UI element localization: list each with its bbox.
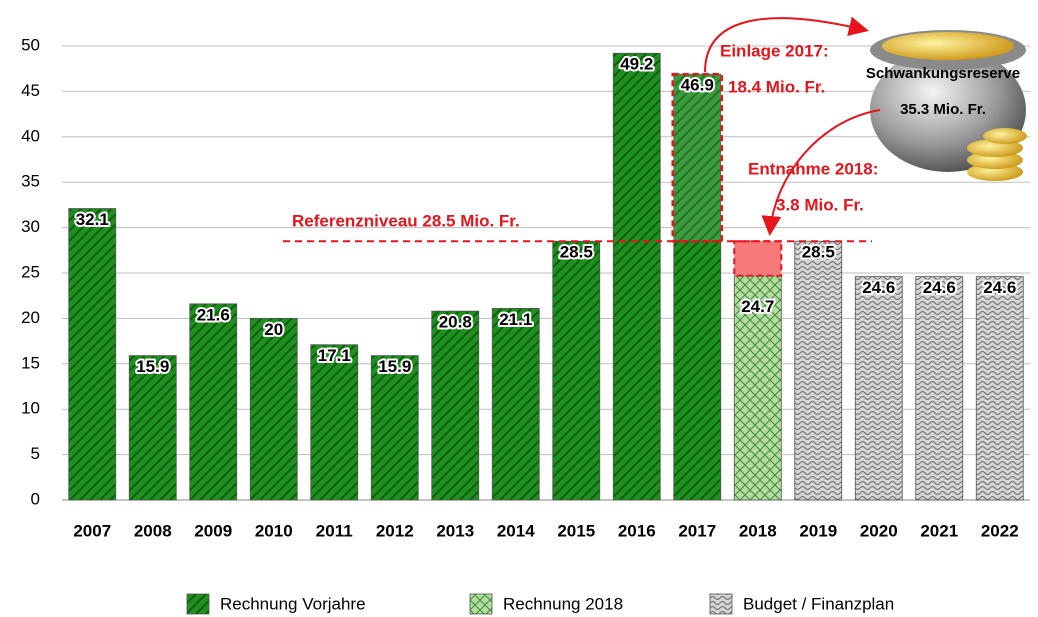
data-label: 28.5 xyxy=(560,243,593,262)
y-tick-label: 40 xyxy=(21,126,40,145)
data-label: 24.7 xyxy=(741,297,774,316)
withdrawal-title: Entnahme 2018: xyxy=(748,159,878,178)
reserve-pot: Schwankungsreserve 35.3 Mio. Fr. xyxy=(866,30,1027,181)
deposit-amount: 18.4 Mio. Fr. xyxy=(728,77,825,96)
y-tick-label: 25 xyxy=(21,262,40,281)
x-tick-label: 2015 xyxy=(557,521,595,540)
x-tick-label: 2014 xyxy=(497,521,535,540)
deposit-title: Einlage 2017: xyxy=(720,41,829,60)
x-tick-label: 2007 xyxy=(73,521,111,540)
data-label: 21.6 xyxy=(197,305,230,324)
x-tick-label: 2016 xyxy=(618,521,656,540)
deposit-box xyxy=(673,74,722,241)
x-tick-label: 2013 xyxy=(436,521,474,540)
x-tick-label: 2022 xyxy=(981,521,1019,540)
y-tick-label: 10 xyxy=(21,399,40,418)
x-tick-label: 2019 xyxy=(799,521,837,540)
x-tick-label: 2012 xyxy=(376,521,414,540)
legend-label: Budget / Finanzplan xyxy=(743,594,894,613)
bar xyxy=(190,304,237,500)
data-label: 24.6 xyxy=(983,278,1016,297)
bar xyxy=(492,308,539,500)
x-tick-label: 2020 xyxy=(860,521,898,540)
data-label: 28.5 xyxy=(802,243,835,262)
legend-swatch xyxy=(470,594,492,614)
legend-label: Rechnung Vorjahre xyxy=(220,594,366,613)
bar xyxy=(311,345,358,500)
bar xyxy=(250,318,297,500)
y-tick-label: 15 xyxy=(21,353,40,372)
coin-stack xyxy=(983,128,1027,144)
x-tick-label: 2018 xyxy=(739,521,777,540)
bar xyxy=(432,311,479,500)
y-tick-label: 45 xyxy=(21,81,40,100)
data-label: 24.6 xyxy=(862,278,895,297)
data-label: 32.1 xyxy=(76,210,109,229)
y-tick-label: 30 xyxy=(21,217,40,236)
x-tick-label: 2008 xyxy=(134,521,172,540)
chart: 0 5 10 15 20 25 30 35 40 45 50 2007 2008 2009 2010 2011… xyxy=(0,0,1038,617)
data-label: 49.2 xyxy=(620,55,653,74)
data-label: 15.9 xyxy=(136,357,169,376)
x-tick-label: 2017 xyxy=(678,521,716,540)
x-tick-label: 2010 xyxy=(255,521,293,540)
reserve-amount: 35.3 Mio. Fr. xyxy=(900,101,986,118)
bar xyxy=(916,277,963,500)
bar xyxy=(371,356,418,500)
bar xyxy=(69,209,116,500)
data-label: 21.1 xyxy=(499,310,532,329)
x-tick-label: 2011 xyxy=(316,521,353,540)
legend-label: Rechnung 2018 xyxy=(503,594,623,613)
x-tick-label: 2009 xyxy=(194,521,232,540)
withdrawal-box xyxy=(734,241,781,276)
withdrawal-amount: 3.8 Mio. Fr. xyxy=(776,195,864,214)
y-tick-label: 35 xyxy=(21,172,40,191)
data-label: 20.8 xyxy=(439,313,472,332)
bar xyxy=(613,53,660,500)
data-label: 24.6 xyxy=(923,278,956,297)
bar xyxy=(855,277,902,500)
reference-label: Referenzniveau 28.5 Mio. Fr. xyxy=(292,211,520,230)
reserve-title: Schwankungsreserve xyxy=(866,65,1020,82)
bar xyxy=(553,241,600,500)
legend-swatch xyxy=(187,594,209,614)
y-tick-label: 20 xyxy=(21,308,40,327)
data-label: 20 xyxy=(264,320,283,339)
y-tick-label: 5 xyxy=(31,444,40,463)
data-label: 15.9 xyxy=(378,357,411,376)
data-label: 17.1 xyxy=(318,346,351,365)
y-tick-label: 50 xyxy=(21,35,40,54)
pot-coins xyxy=(882,32,1014,60)
legend-swatch xyxy=(710,594,732,614)
data-label: 46.9 xyxy=(681,76,714,95)
y-tick-label: 0 xyxy=(31,489,40,508)
x-tick-label: 2021 xyxy=(920,521,958,540)
bar xyxy=(129,356,176,500)
bar xyxy=(795,241,842,500)
bar xyxy=(976,277,1023,500)
